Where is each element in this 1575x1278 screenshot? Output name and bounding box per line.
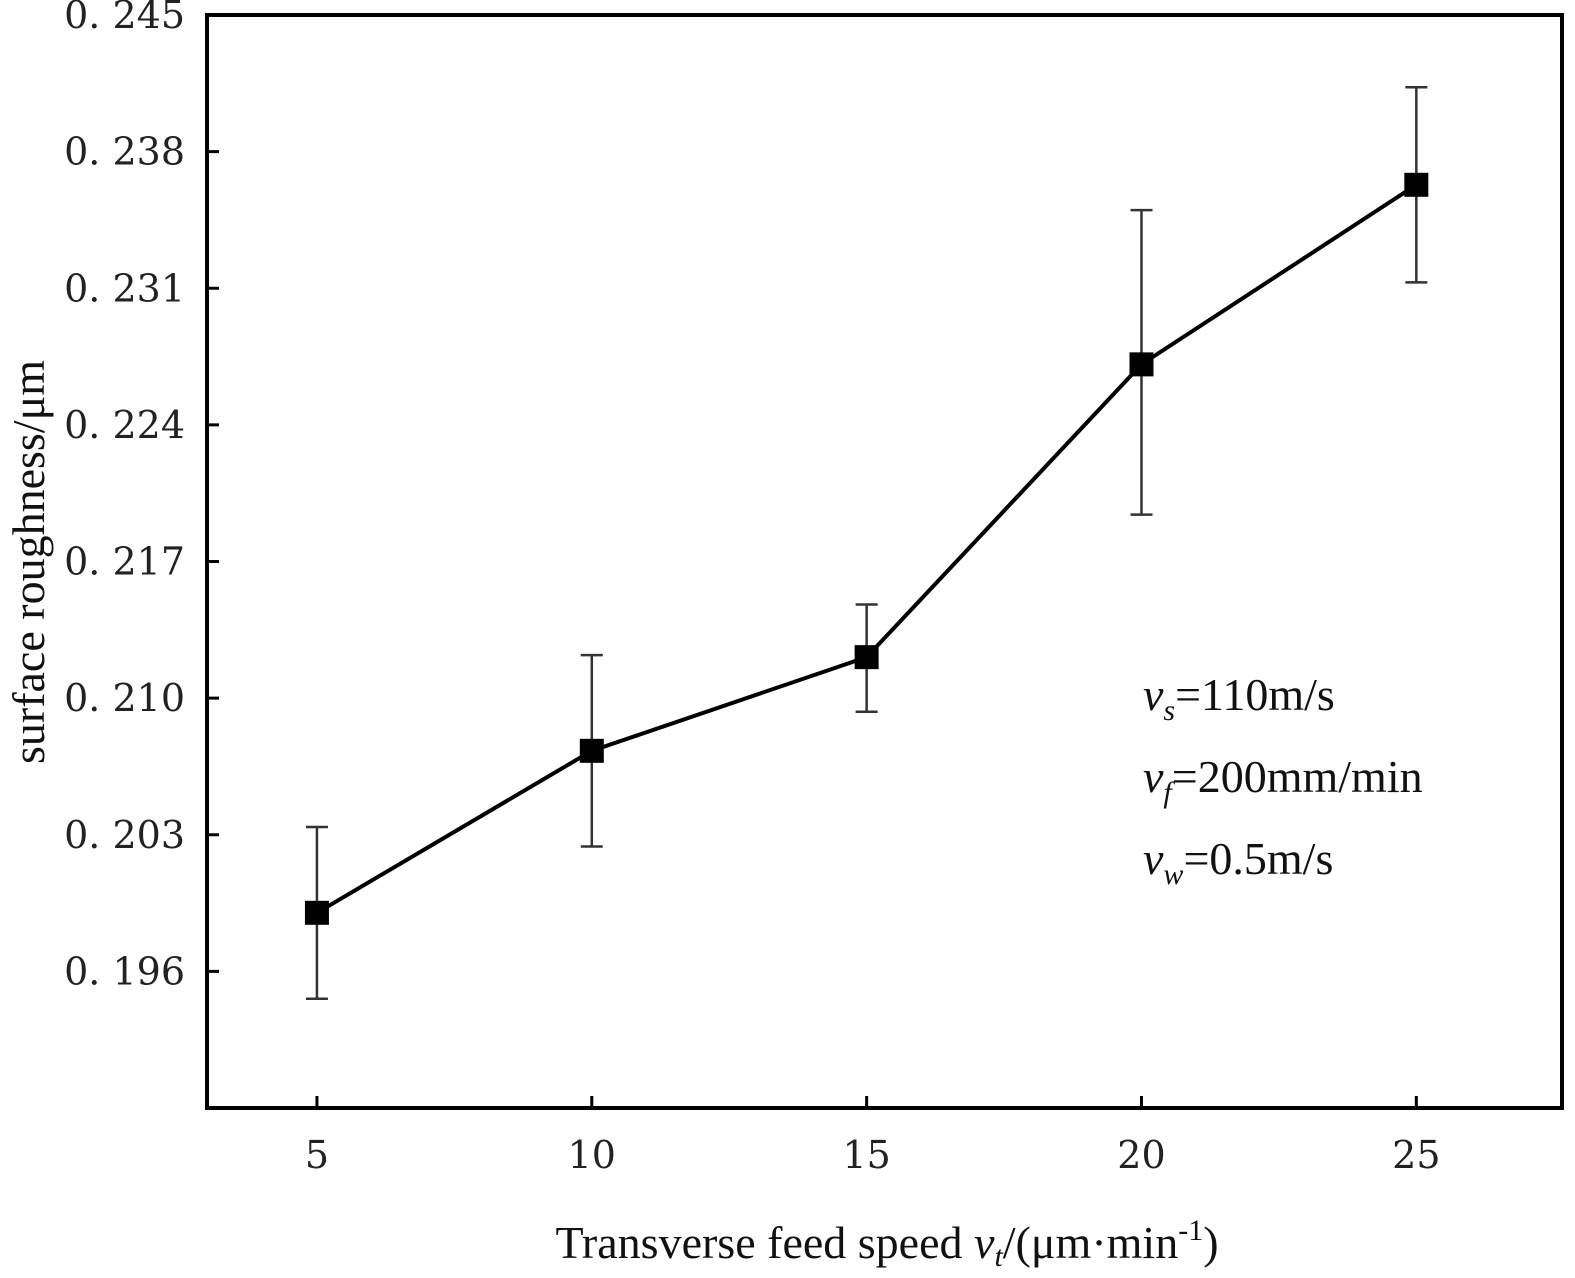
y-axis-title: surface roughness/μm: [3, 360, 54, 764]
y-tick-label: 0. 238: [64, 130, 185, 174]
annotation-vf-value: =200mm/min: [1172, 751, 1423, 802]
x-tick-label: 25: [1392, 1133, 1440, 1177]
x-tick-label: 5: [305, 1133, 329, 1177]
x-axis-title-unit-sup: -1: [1178, 1214, 1203, 1247]
annotation-vw-value: =0.5m/s: [1183, 833, 1333, 884]
parameter-annotation: vs=110m/s vf=200mm/min vw=0.5m/s: [1143, 669, 1423, 891]
plot-frame: [205, 13, 1564, 1110]
y-tick-label: 0. 203: [64, 813, 185, 857]
x-axis-title-unit-close: ): [1203, 1217, 1218, 1268]
x-axis-title-unit: /(μm·min: [1003, 1217, 1178, 1268]
y-tick-label: 0. 224: [64, 403, 185, 447]
data-point-marker: [304, 900, 329, 925]
annotation-vs: vs=110m/s: [1143, 669, 1335, 727]
annotation-vf: vf=200mm/min: [1143, 751, 1423, 809]
x-axis: 5 10 15 20 25: [305, 1096, 1441, 1177]
data-point-marker: [854, 645, 879, 670]
x-axis-title-symbol: v: [974, 1217, 995, 1268]
x-tick-label: 20: [1117, 1133, 1165, 1177]
data-point-marker: [1404, 172, 1429, 197]
annotation-vw-symbol: v: [1143, 833, 1164, 884]
annotation-vf-symbol: v: [1143, 751, 1164, 802]
y-tick-label: 0. 217: [64, 540, 185, 584]
annotation-vw: vw=0.5m/s: [1143, 833, 1333, 891]
y-tick-label: 0. 231: [64, 266, 185, 310]
annotation-vs-symbol: v: [1143, 669, 1164, 720]
y-tick-label: 0. 245: [64, 0, 185, 37]
x-axis-title-main: Transverse feed speed: [555, 1217, 974, 1268]
x-tick-label: 15: [842, 1133, 890, 1177]
annotation-vw-sub: w: [1163, 858, 1183, 891]
y-tick-label: 0. 210: [64, 676, 185, 720]
y-axis: 0. 196 0. 203 0. 210 0. 217 0. 224 0. 231 0. 2…: [64, 0, 219, 993]
y-tick-label: 0. 196: [64, 949, 185, 993]
x-axis-title: Transverse feed speed vt/(μm·min-1): [555, 1214, 1218, 1273]
annotation-vs-sub: s: [1163, 694, 1175, 727]
x-tick-label: 10: [568, 1133, 616, 1177]
x-axis-title-symbol-sub: t: [994, 1240, 1003, 1273]
series-markers: [304, 172, 1429, 925]
series-line: [315, 183, 1418, 915]
annotation-vs-value: =110m/s: [1175, 669, 1335, 720]
data-point-marker: [579, 738, 604, 763]
data-point-marker: [1129, 352, 1154, 377]
